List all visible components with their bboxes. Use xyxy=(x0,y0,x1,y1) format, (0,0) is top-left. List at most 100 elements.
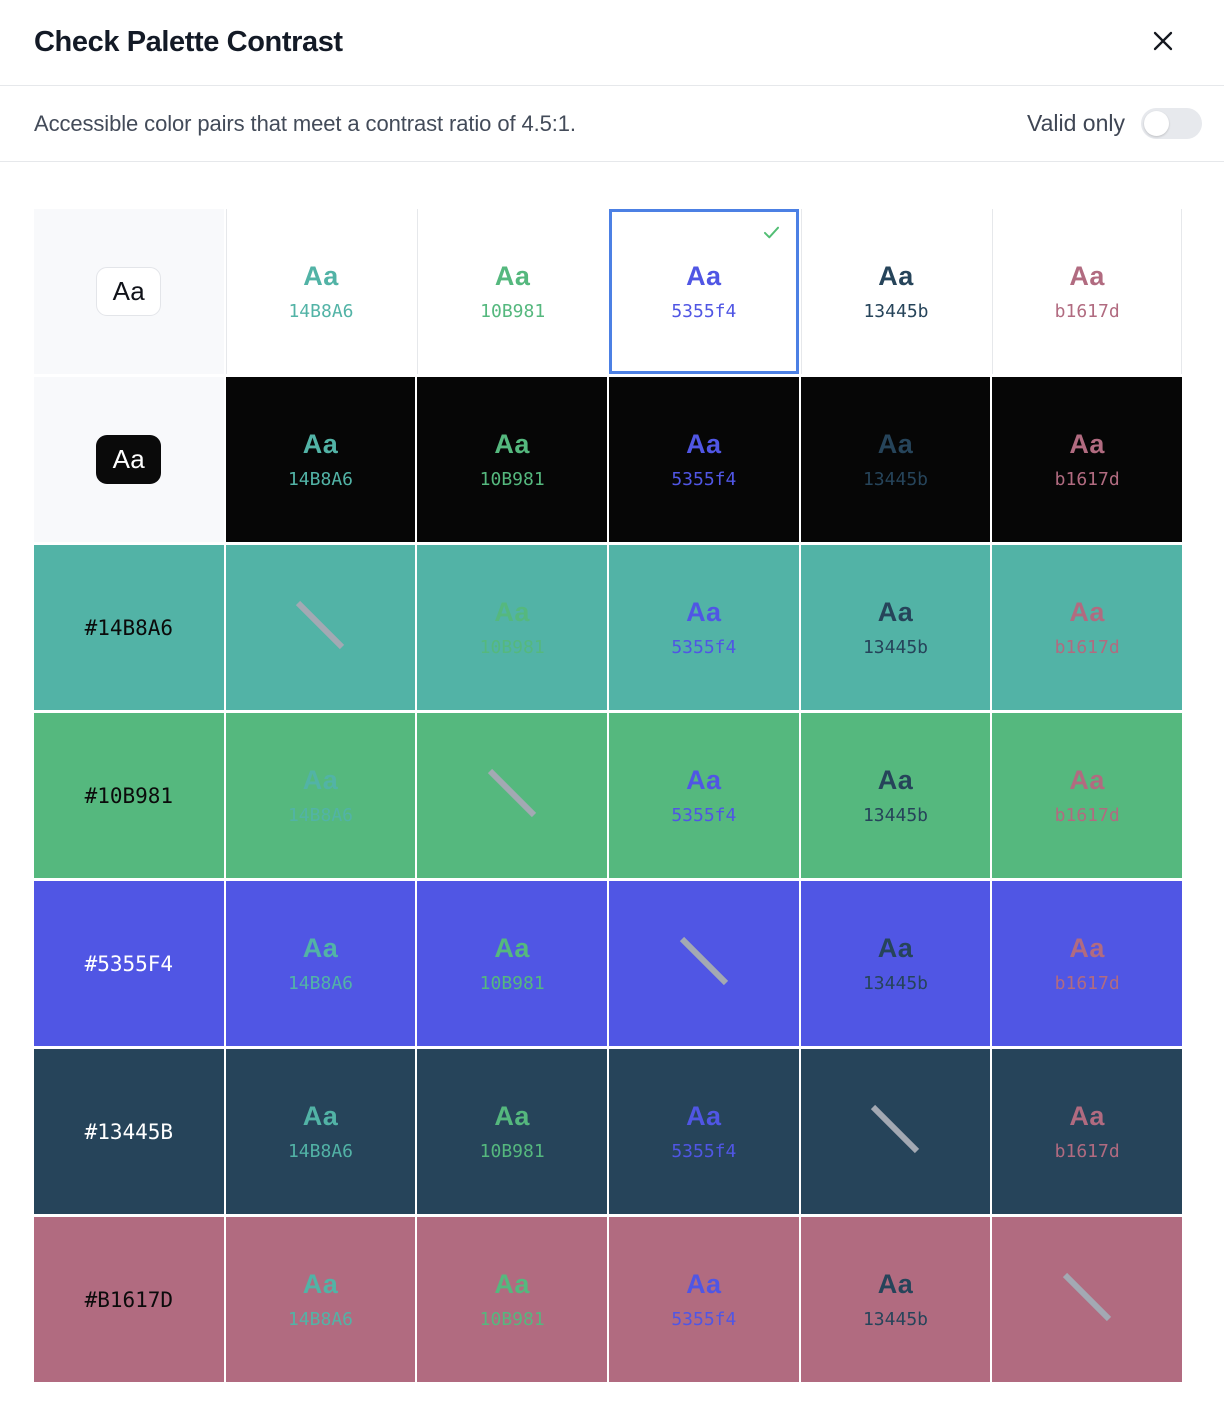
valid-only-label: Valid only xyxy=(1026,110,1125,136)
row-color-label: #13445B xyxy=(84,1119,174,1144)
hex-label: 5355f4 xyxy=(671,1309,737,1330)
contrast-pair-cell[interactable]: Aa 10B981 xyxy=(417,377,607,542)
contrast-pair-cell[interactable]: Aa 14B8A6 xyxy=(225,881,416,1046)
sample-text: Aa xyxy=(494,1269,530,1299)
dialog-title: Check Palette Contrast xyxy=(34,26,343,58)
row-label-cell: #B1617D xyxy=(34,1217,224,1382)
hex-label: 13445b xyxy=(862,637,928,658)
hex-label: 10B981 xyxy=(479,469,545,490)
contrast-pair-cell[interactable]: Aa 13445b xyxy=(800,545,991,710)
sample-text: Aa xyxy=(1069,261,1105,291)
hex-label: 10B981 xyxy=(480,301,546,322)
sample-text: Aa xyxy=(877,765,914,795)
contrast-pair-cell[interactable]: Aa b1617d xyxy=(992,209,1182,374)
sample-text: Aa xyxy=(877,597,914,627)
contrast-pair-cell[interactable]: Aa 13445b xyxy=(800,377,991,542)
contrast-pair-cell[interactable]: Aa 13445b xyxy=(800,881,991,1046)
contrast-pair-cell[interactable]: Aa 5355f4 xyxy=(609,1049,799,1214)
sample-text: Aa xyxy=(494,933,530,963)
contrast-pair-cell[interactable]: Aa b1617d xyxy=(992,1049,1182,1214)
contrast-pair-cell[interactable]: Aa 5355f4 xyxy=(609,1217,799,1382)
sample-text: Aa xyxy=(878,261,914,291)
sample-text: Aa xyxy=(686,1101,722,1131)
sample-text: Aa xyxy=(494,597,530,627)
hex-label: 5355f4 xyxy=(671,805,737,826)
hex-label: 5355f4 xyxy=(671,469,737,490)
contrast-description: Accessible color pairs that meet a contr… xyxy=(34,110,576,136)
row-label-cell: #5355F4 xyxy=(34,881,224,1046)
same-color-cell[interactable] xyxy=(225,545,416,710)
contrast-pair-cell[interactable]: Aa 10B981 xyxy=(417,1217,607,1382)
contrast-pair-cell[interactable]: Aa 14B8A6 xyxy=(225,377,416,542)
contrast-pair-cell[interactable]: Aa 10B981 xyxy=(417,881,607,1046)
contrast-pair-cell[interactable]: Aa b1617d xyxy=(992,545,1182,710)
sample-text: Aa xyxy=(686,765,722,795)
hex-label: 10B981 xyxy=(479,637,545,658)
sample-text: Aa xyxy=(302,933,339,963)
hex-label: b1617d xyxy=(1054,973,1120,994)
contrast-pair-cell[interactable]: Aa 14B8A6 xyxy=(225,209,416,374)
close-icon xyxy=(1151,29,1175,56)
close-button[interactable] xyxy=(1148,28,1178,58)
row-label-cell: #14B8A6 xyxy=(34,545,224,710)
same-color-cell[interactable] xyxy=(800,1049,991,1214)
hex-label: 14B8A6 xyxy=(287,973,353,994)
dialog-header: Check Palette Contrast xyxy=(0,0,1224,86)
row-label-cell: #13445B xyxy=(34,1049,224,1214)
contrast-pair-cell[interactable]: Aa 13445b xyxy=(800,713,991,878)
contrast-pair-cell[interactable]: Aa 10B981 xyxy=(417,545,607,710)
sample-text: Aa xyxy=(494,429,530,459)
contrast-pair-cell[interactable]: Aa b1617d xyxy=(992,713,1182,878)
hex-label: 14B8A6 xyxy=(287,1309,353,1330)
sample-text: Aa xyxy=(303,261,339,291)
contrast-pair-cell[interactable]: Aa 5355f4 xyxy=(609,377,799,542)
sample-text: Aa xyxy=(686,1269,722,1299)
hex-label: 13445b xyxy=(863,301,929,322)
subheader-bar: Accessible color pairs that meet a contr… xyxy=(0,86,1224,162)
sample-text: Aa xyxy=(494,1101,530,1131)
valid-only-toggle[interactable] xyxy=(1141,108,1202,139)
hex-label: 10B981 xyxy=(479,1141,545,1162)
black-sample-chip: Aa xyxy=(96,435,162,484)
sample-text: Aa xyxy=(686,597,722,627)
contrast-pair-cell[interactable]: Aa 13445b xyxy=(800,209,991,374)
contrast-pair-cell[interactable]: Aa 5355f4 xyxy=(609,545,799,710)
hex-label: 14B8A6 xyxy=(288,301,354,322)
contrast-pair-cell[interactable]: Aa 5355f4 xyxy=(609,209,799,374)
sample-text: Aa xyxy=(1069,429,1105,459)
same-color-cell[interactable] xyxy=(609,881,799,1046)
diagonal-slash-icon xyxy=(288,593,352,662)
contrast-pair-cell[interactable]: Aa 10B981 xyxy=(417,1049,607,1214)
same-color-cell[interactable] xyxy=(992,1217,1182,1382)
hex-label: 13445b xyxy=(862,1309,928,1330)
sample-text: Aa xyxy=(1069,933,1105,963)
contrast-pair-cell[interactable]: Aa 5355f4 xyxy=(609,713,799,878)
valid-only-group: Valid only xyxy=(1027,108,1202,139)
contrast-pair-cell[interactable]: Aa b1617d xyxy=(992,881,1182,1046)
hex-label: 10B981 xyxy=(479,973,545,994)
row-color-label: #10B981 xyxy=(84,783,174,808)
contrast-pair-cell[interactable]: Aa 14B8A6 xyxy=(225,1217,416,1382)
row-label-cell: #10B981 xyxy=(34,713,224,878)
white-sample-chip: Aa xyxy=(96,267,162,316)
same-color-cell[interactable] xyxy=(417,713,607,878)
hex-label: 5355f4 xyxy=(671,301,737,322)
diagonal-slash-icon xyxy=(672,929,736,998)
sample-text: Aa xyxy=(1069,1101,1105,1131)
contrast-pair-cell[interactable]: Aa 14B8A6 xyxy=(225,1049,416,1214)
sample-text: Aa xyxy=(494,261,531,291)
hex-label: 13445b xyxy=(862,805,928,826)
row-color-label: #B1617D xyxy=(84,1287,174,1312)
contrast-pair-cell[interactable]: Aa 14B8A6 xyxy=(225,713,416,878)
sample-text: Aa xyxy=(686,261,722,291)
contrast-pair-cell[interactable]: Aa 13445b xyxy=(800,1217,991,1382)
contrast-pair-cell[interactable]: Aa 10B981 xyxy=(417,209,607,374)
hex-label: b1617d xyxy=(1054,301,1120,322)
hex-label: 5355f4 xyxy=(671,1141,737,1162)
diagonal-slash-icon xyxy=(863,1097,927,1166)
contrast-grid: Aa Aa 14B8A6 Aa 10B981 Aa 5355f4 Aa 13445b Aa b161… xyxy=(34,209,1182,1382)
sample-text: Aa xyxy=(877,933,914,963)
contrast-pair-cell[interactable]: Aa b1617d xyxy=(992,377,1182,542)
hex-label: b1617d xyxy=(1054,805,1120,826)
diagonal-slash-icon xyxy=(1055,1265,1119,1334)
